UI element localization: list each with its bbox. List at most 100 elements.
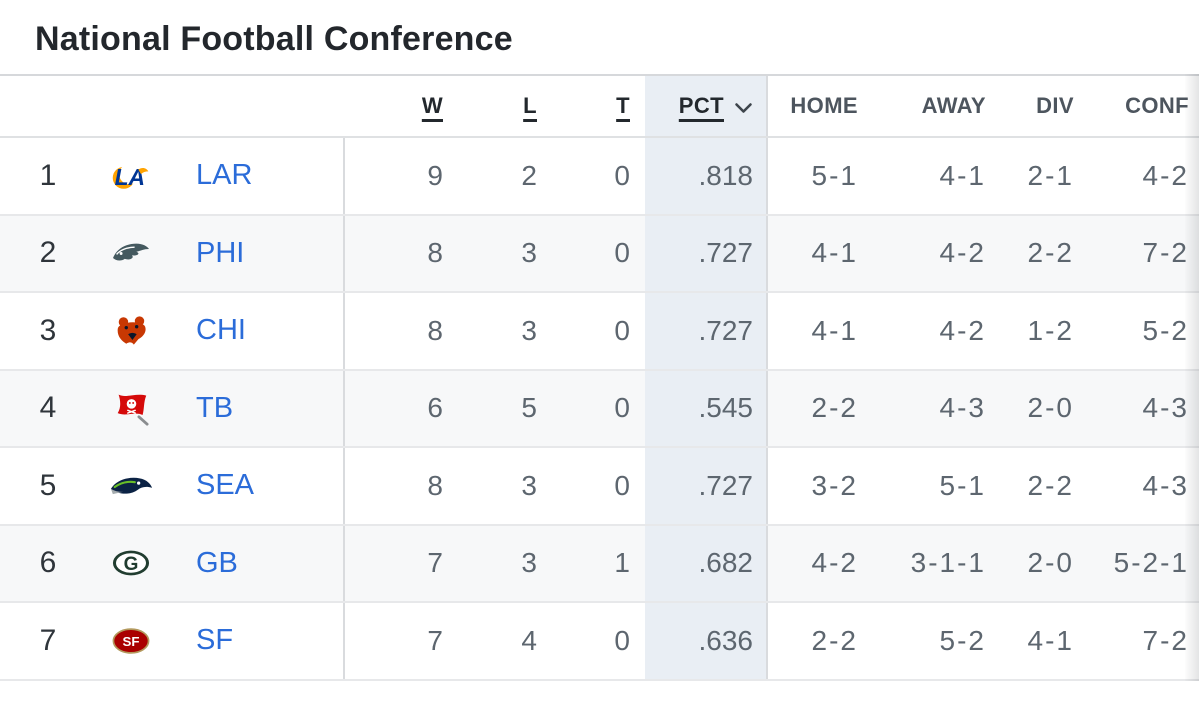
wins-cell: 9 — [427, 159, 443, 191]
team-logo-cell: SF — [96, 603, 166, 679]
home-record-cell: 2-2 — [811, 392, 858, 424]
team-logo-gb-icon[interactable]: G — [109, 543, 153, 583]
team-link[interactable]: LAR — [166, 138, 345, 214]
ties-cell: 0 — [614, 469, 630, 501]
div-record-cell: 2-2 — [1027, 237, 1074, 269]
standings-row: 1 LA LAR 9 2 0 .818 5-1 4-1 2-1 4-2 — [0, 138, 1199, 216]
ties-cell: 0 — [614, 392, 630, 424]
rank-cell: 1 — [39, 158, 57, 192]
away-record-cell: 4-2 — [939, 237, 986, 269]
column-header-conf[interactable]: CONF — [1125, 93, 1189, 118]
div-record-cell: 4-1 — [1027, 624, 1074, 656]
column-header-losses[interactable]: L — [523, 93, 537, 118]
div-record-cell: 2-0 — [1027, 392, 1074, 424]
div-record-cell: 1-2 — [1027, 314, 1074, 346]
team-link[interactable]: PHI — [166, 215, 345, 291]
conf-record-cell: 5-2-1 — [1113, 547, 1189, 579]
away-record-cell: 4-1 — [939, 159, 986, 191]
conf-record-cell: 4-3 — [1142, 469, 1189, 501]
pct-cell: .727 — [645, 448, 768, 524]
page-title: National Football Conference — [35, 20, 513, 58]
pct-cell: .727 — [645, 293, 768, 369]
standings-row: 5 SEA 8 3 0 .727 3-2 5-1 2-2 4-3 — [0, 448, 1199, 526]
conf-record-cell: 7-2 — [1142, 237, 1189, 269]
team-link[interactable]: SF — [166, 603, 345, 679]
team-logo-sf-icon[interactable]: SF — [109, 621, 153, 661]
team-link[interactable]: TB — [166, 370, 345, 446]
rank-cell: 2 — [39, 236, 57, 270]
team-logo-tb-icon[interactable] — [109, 388, 153, 428]
away-record-cell: 3-1-1 — [910, 547, 986, 579]
ties-cell: 1 — [614, 547, 630, 579]
rank-cell: 7 — [39, 623, 57, 657]
standings-row: 6 G GB 7 3 1 .682 4-2 3-1-1 2-0 5-2-1 — [0, 525, 1199, 603]
conf-record-cell: 5-2 — [1142, 314, 1189, 346]
team-logo-cell — [96, 371, 166, 447]
losses-cell: 3 — [521, 547, 537, 579]
wins-cell: 8 — [427, 237, 443, 269]
standings-row: 2 PHI 8 3 0 .727 4-1 4-2 2-2 7-2 — [0, 215, 1199, 293]
standings-row: 4 TB 6 5 0 .545 2-2 4-3 2-0 4-3 — [0, 370, 1199, 448]
team-link[interactable]: CHI — [166, 293, 345, 369]
rank-cell: 6 — [39, 546, 57, 580]
wins-cell: 8 — [427, 314, 443, 346]
pct-cell: .727 — [645, 215, 768, 291]
team-logo-cell — [96, 216, 166, 292]
standings-row: 7 SF SF 7 4 0 .636 2-2 5-2 4-1 7-2 — [0, 603, 1199, 681]
column-header-pct[interactable]: PCT — [645, 76, 768, 136]
rank-cell: 3 — [39, 313, 57, 347]
team-logo-cell: G — [96, 526, 166, 602]
column-header-home[interactable]: HOME — [790, 93, 858, 118]
team-link[interactable]: SEA — [166, 448, 345, 524]
losses-cell: 3 — [521, 314, 537, 346]
team-logo-chi-icon[interactable] — [109, 311, 153, 351]
team-logo-sea-icon[interactable] — [109, 466, 153, 506]
losses-cell: 2 — [521, 159, 537, 191]
away-record-cell: 5-1 — [939, 469, 986, 501]
team-logo-cell — [96, 448, 166, 524]
column-header-div[interactable]: DIV — [1036, 93, 1074, 118]
home-record-cell: 4-2 — [811, 547, 858, 579]
team-logo-lar-icon[interactable]: LA — [109, 156, 153, 196]
home-record-cell: 5-1 — [811, 159, 858, 191]
ties-cell: 0 — [614, 314, 630, 346]
conf-record-cell: 7-2 — [1142, 624, 1189, 656]
column-header-ties[interactable]: T — [616, 93, 630, 118]
home-record-cell: 3-2 — [811, 469, 858, 501]
home-record-cell: 4-1 — [811, 314, 858, 346]
wins-cell: 7 — [427, 547, 443, 579]
wins-cell: 7 — [427, 624, 443, 656]
svg-text:G: G — [124, 554, 139, 575]
rank-cell: 4 — [39, 391, 57, 425]
pct-cell: .545 — [645, 370, 768, 446]
team-logo-cell: LA — [96, 138, 166, 214]
away-record-cell: 4-2 — [939, 314, 986, 346]
wins-cell: 8 — [427, 469, 443, 501]
away-record-cell: 4-3 — [939, 392, 986, 424]
standings-row: 3 CHI 8 3 0 .727 4-1 4-2 1-2 5-2 — [0, 293, 1199, 371]
conf-record-cell: 4-3 — [1142, 392, 1189, 424]
ties-cell: 0 — [614, 237, 630, 269]
div-record-cell: 2-0 — [1027, 547, 1074, 579]
pct-cell: .636 — [645, 603, 768, 679]
losses-cell: 5 — [521, 392, 537, 424]
ties-cell: 0 — [614, 159, 630, 191]
losses-cell: 3 — [521, 469, 537, 501]
column-header-away[interactable]: AWAY — [921, 93, 986, 118]
column-header-wins[interactable]: W — [421, 93, 443, 118]
ties-cell: 0 — [614, 624, 630, 656]
conf-record-cell: 4-2 — [1142, 159, 1189, 191]
pct-cell: .818 — [645, 138, 768, 214]
away-record-cell: 5-2 — [939, 624, 986, 656]
div-record-cell: 2-2 — [1027, 469, 1074, 501]
home-record-cell: 2-2 — [811, 624, 858, 656]
sort-chevron-down-icon — [735, 102, 752, 113]
team-logo-cell — [96, 293, 166, 369]
svg-text:LA: LA — [115, 164, 145, 190]
svg-text:SF: SF — [123, 634, 140, 649]
team-logo-phi-icon[interactable] — [109, 233, 153, 273]
team-link[interactable]: GB — [166, 525, 345, 601]
losses-cell: 4 — [521, 624, 537, 656]
standings-table: W L T PCT HOME AWAY DIV CONF 1 LA LAR 9 … — [0, 74, 1199, 681]
header-spacer — [0, 76, 345, 136]
